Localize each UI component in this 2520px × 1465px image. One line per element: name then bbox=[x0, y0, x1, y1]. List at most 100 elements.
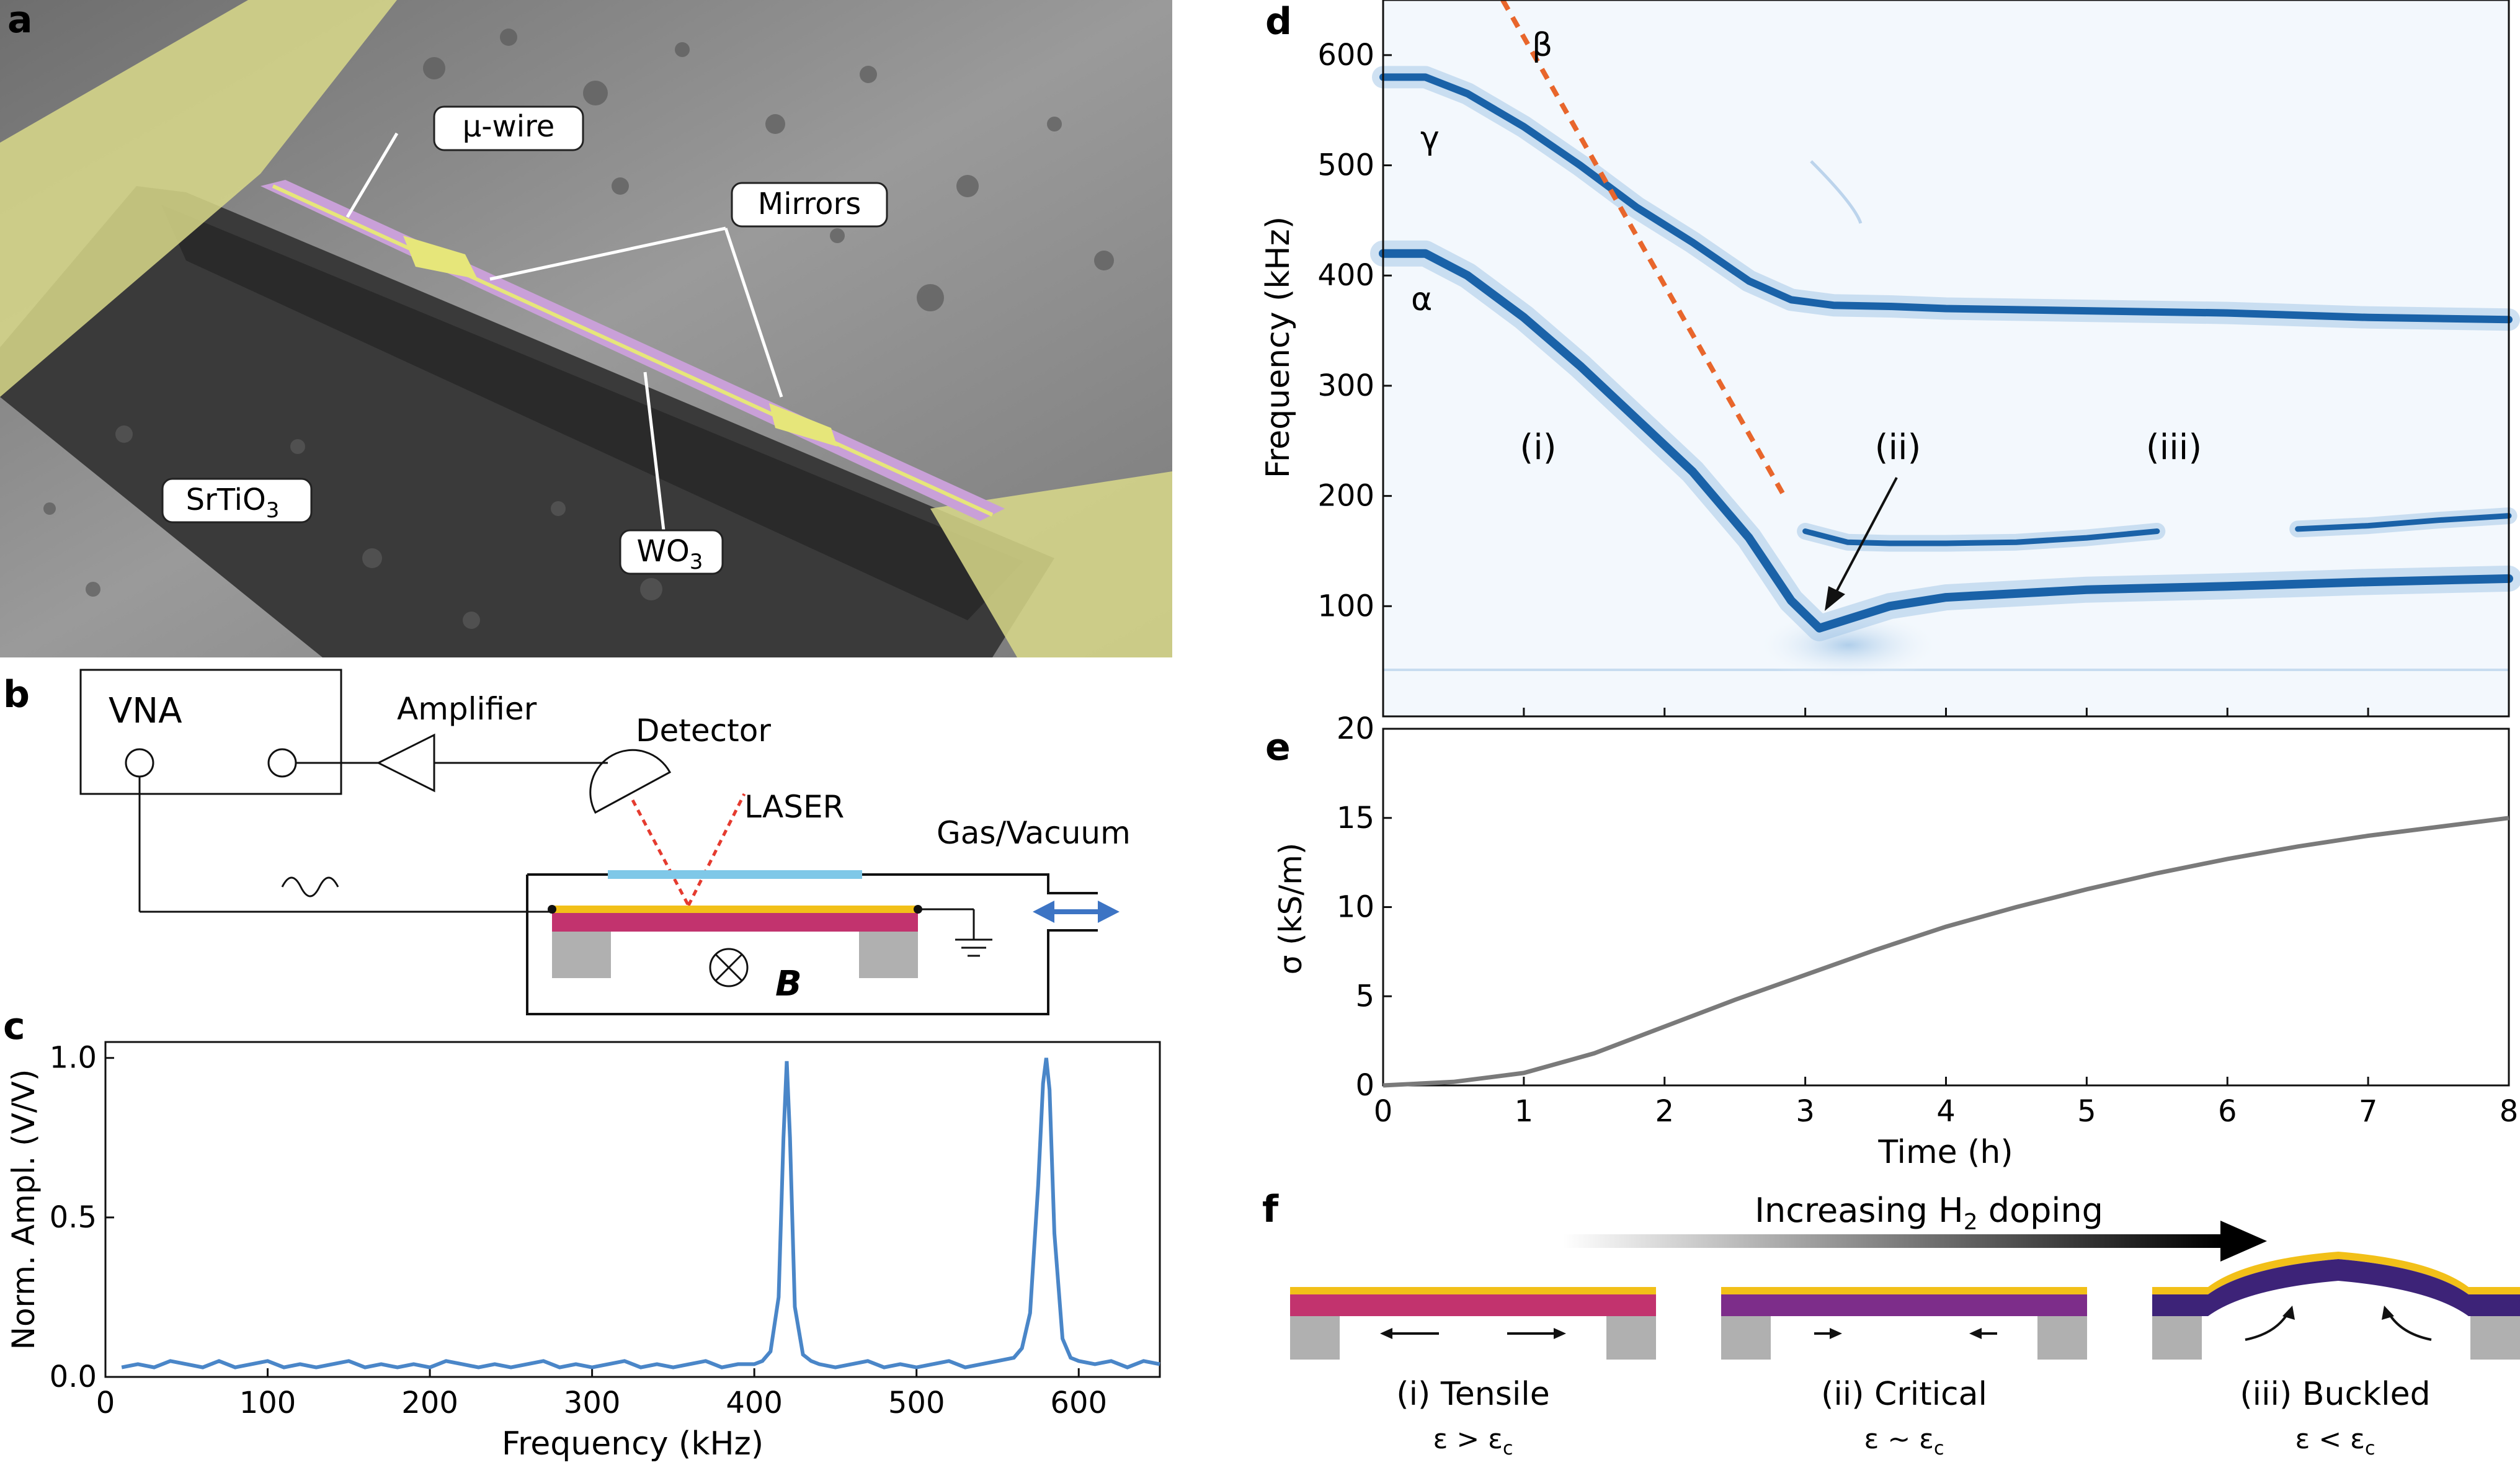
f-iii-cond-main: ε < ε bbox=[2295, 1423, 2365, 1455]
f-arrow-label-sub: 2 bbox=[1964, 1209, 1978, 1235]
f-iii-cond-sub: c bbox=[2365, 1438, 2375, 1459]
ac-signal-icon bbox=[281, 876, 339, 897]
panel-label-b: b bbox=[3, 673, 30, 716]
d-branch bbox=[2295, 513, 2512, 532]
f-arrow-label-main: Increasing H bbox=[1755, 1191, 1964, 1230]
gas-arrow-right-head bbox=[1098, 901, 1120, 923]
f-ii-arrowhead-left bbox=[1830, 1328, 1842, 1339]
panel-label-a: a bbox=[7, 0, 33, 42]
f-iii-cond: ε < εc bbox=[2295, 1423, 2375, 1459]
f-ii-beam bbox=[1721, 1294, 2087, 1316]
vna-box bbox=[79, 669, 342, 795]
f-ii-cond-sub: c bbox=[1934, 1438, 1944, 1459]
d-arrow-head bbox=[1825, 586, 1845, 611]
f-arrow-label: Increasing H2 doping bbox=[1755, 1191, 2103, 1235]
c-xlabel: Frequency (kHz) bbox=[502, 1425, 764, 1463]
c-ytick-label: 0.0 bbox=[50, 1360, 97, 1394]
film-text: WO bbox=[637, 534, 690, 569]
e-conductivity-line bbox=[1382, 816, 2509, 1088]
d-beta-line bbox=[1500, 0, 1787, 497]
e-xtick-label: 5 bbox=[2077, 1094, 2096, 1129]
e-xtick-label: 8 bbox=[2500, 1094, 2519, 1129]
c-ylabel: Norm. Ampl. (V/V) bbox=[6, 1069, 42, 1350]
f-i-support-left bbox=[1290, 1316, 1340, 1360]
gas-label: Gas/Vacuum bbox=[937, 815, 1131, 851]
f-iii-arrowhead-right bbox=[2382, 1306, 2394, 1320]
detector-symbol bbox=[589, 749, 672, 814]
c-plot-frame bbox=[104, 1041, 1161, 1378]
d-ytick-label: 500 bbox=[1317, 148, 1374, 183]
d-branch bbox=[1802, 528, 2160, 546]
support-right bbox=[859, 932, 918, 978]
substrate-label-box bbox=[161, 478, 313, 523]
wire-center-strip bbox=[272, 184, 994, 517]
f-ii-gold bbox=[1721, 1287, 2087, 1294]
f-state-buckled: (iii) Buckled ε < εc bbox=[2152, 1252, 2520, 1459]
e-ytick-label: 20 bbox=[1337, 711, 1374, 746]
f-iii-arrow-right bbox=[2387, 1311, 2432, 1341]
e-xtick-label: 2 bbox=[1655, 1094, 1674, 1129]
field-label: B bbox=[775, 964, 802, 1004]
d-ytick-label: 300 bbox=[1317, 368, 1374, 403]
f-i-label: (i) Tensile bbox=[1396, 1376, 1549, 1413]
f-i-cond: ε > εc bbox=[1433, 1423, 1513, 1459]
c-ytick-label: 0.5 bbox=[50, 1200, 97, 1235]
d-region-i: (i) bbox=[1520, 427, 1556, 468]
gold-layer bbox=[552, 906, 918, 913]
d-ylabel: Frequency (kHz) bbox=[1260, 216, 1297, 478]
panel-b: b VNA Amplifier Detector LASER bbox=[3, 669, 1131, 1015]
e-ytick-label: 5 bbox=[1355, 979, 1374, 1013]
field-into-page-icon bbox=[709, 948, 749, 987]
e-ticks: 0 1 2 3 4 5 6 7 8 0 5 10 15 20 bbox=[1337, 711, 2518, 1129]
f-ii-support-right bbox=[2037, 1316, 2087, 1360]
panel-f: f Increasing H2 doping (i) Tensile ε > ε… bbox=[1262, 1188, 2520, 1459]
c-xtick-label: 300 bbox=[564, 1386, 621, 1420]
laser-incident bbox=[687, 793, 746, 907]
d-region-iii: (iii) bbox=[2146, 427, 2202, 468]
mirror-1 bbox=[403, 236, 478, 279]
d-faint-branch bbox=[1810, 160, 1863, 224]
f-i-cond-main: ε > ε bbox=[1433, 1423, 1503, 1455]
film-label-box bbox=[619, 529, 724, 575]
gold-pad-left bbox=[0, 0, 397, 397]
f-i-arrowhead-right bbox=[1554, 1328, 1566, 1339]
f-iii-beam bbox=[2152, 1259, 2520, 1316]
beam-layer bbox=[552, 913, 918, 932]
c-xtick-label: 500 bbox=[888, 1386, 945, 1420]
trench bbox=[0, 186, 1054, 657]
laser-reflected bbox=[631, 799, 690, 907]
panel-e: e 0 1 2 3 4 5 6 7 8 0 5 10 15 20 Time (h) σ (kS/m) bbox=[1265, 711, 2518, 1171]
field-cross-2 bbox=[715, 953, 743, 982]
c-xtick-label: 400 bbox=[726, 1386, 783, 1420]
mirrors-label: Mirrors bbox=[758, 187, 861, 221]
f-i-support-right bbox=[1606, 1316, 1656, 1360]
mirror-callout-2 bbox=[724, 228, 783, 398]
vna-label: VNA bbox=[109, 691, 182, 731]
trench-shadow bbox=[161, 205, 1023, 620]
d-region-ii: (ii) bbox=[1875, 427, 1921, 468]
e-xtick-label: 3 bbox=[1796, 1094, 1815, 1129]
f-doping-arrow-head bbox=[2220, 1221, 2267, 1262]
d-ytick-label: 400 bbox=[1317, 258, 1374, 293]
e-ylabel: σ (kS/m) bbox=[1273, 843, 1309, 975]
c-ticks: 0 100 200 300 400 500 600 0.0 0.5 1.0 bbox=[50, 1041, 1107, 1420]
f-i-gold bbox=[1290, 1287, 1656, 1294]
e-ytick-label: 0 bbox=[1355, 1068, 1374, 1103]
e-xtick-label: 7 bbox=[2359, 1094, 2378, 1129]
e-xtick-label: 0 bbox=[1374, 1094, 1393, 1129]
d-label-beta: β bbox=[1532, 27, 1552, 64]
f-ii-cond: ε ~ εc bbox=[1864, 1423, 1944, 1459]
f-state-critical: (ii) Critical ε ~ εc bbox=[1721, 1287, 2087, 1459]
f-ii-cond-main: ε ~ ε bbox=[1864, 1423, 1934, 1455]
detector-label: Detector bbox=[636, 713, 771, 749]
f-ii-support-left bbox=[1721, 1316, 1771, 1360]
e-ytick-label: 10 bbox=[1337, 890, 1374, 925]
wire-label-box bbox=[433, 105, 584, 151]
d-branches bbox=[1370, 66, 2520, 641]
support-left bbox=[552, 932, 611, 978]
mirror-callout-1 bbox=[489, 226, 726, 281]
c-xtick-label: 0 bbox=[96, 1386, 115, 1420]
f-state-tensile: (i) Tensile ε > εc bbox=[1290, 1287, 1656, 1459]
c-ytick-label: 1.0 bbox=[50, 1041, 97, 1075]
